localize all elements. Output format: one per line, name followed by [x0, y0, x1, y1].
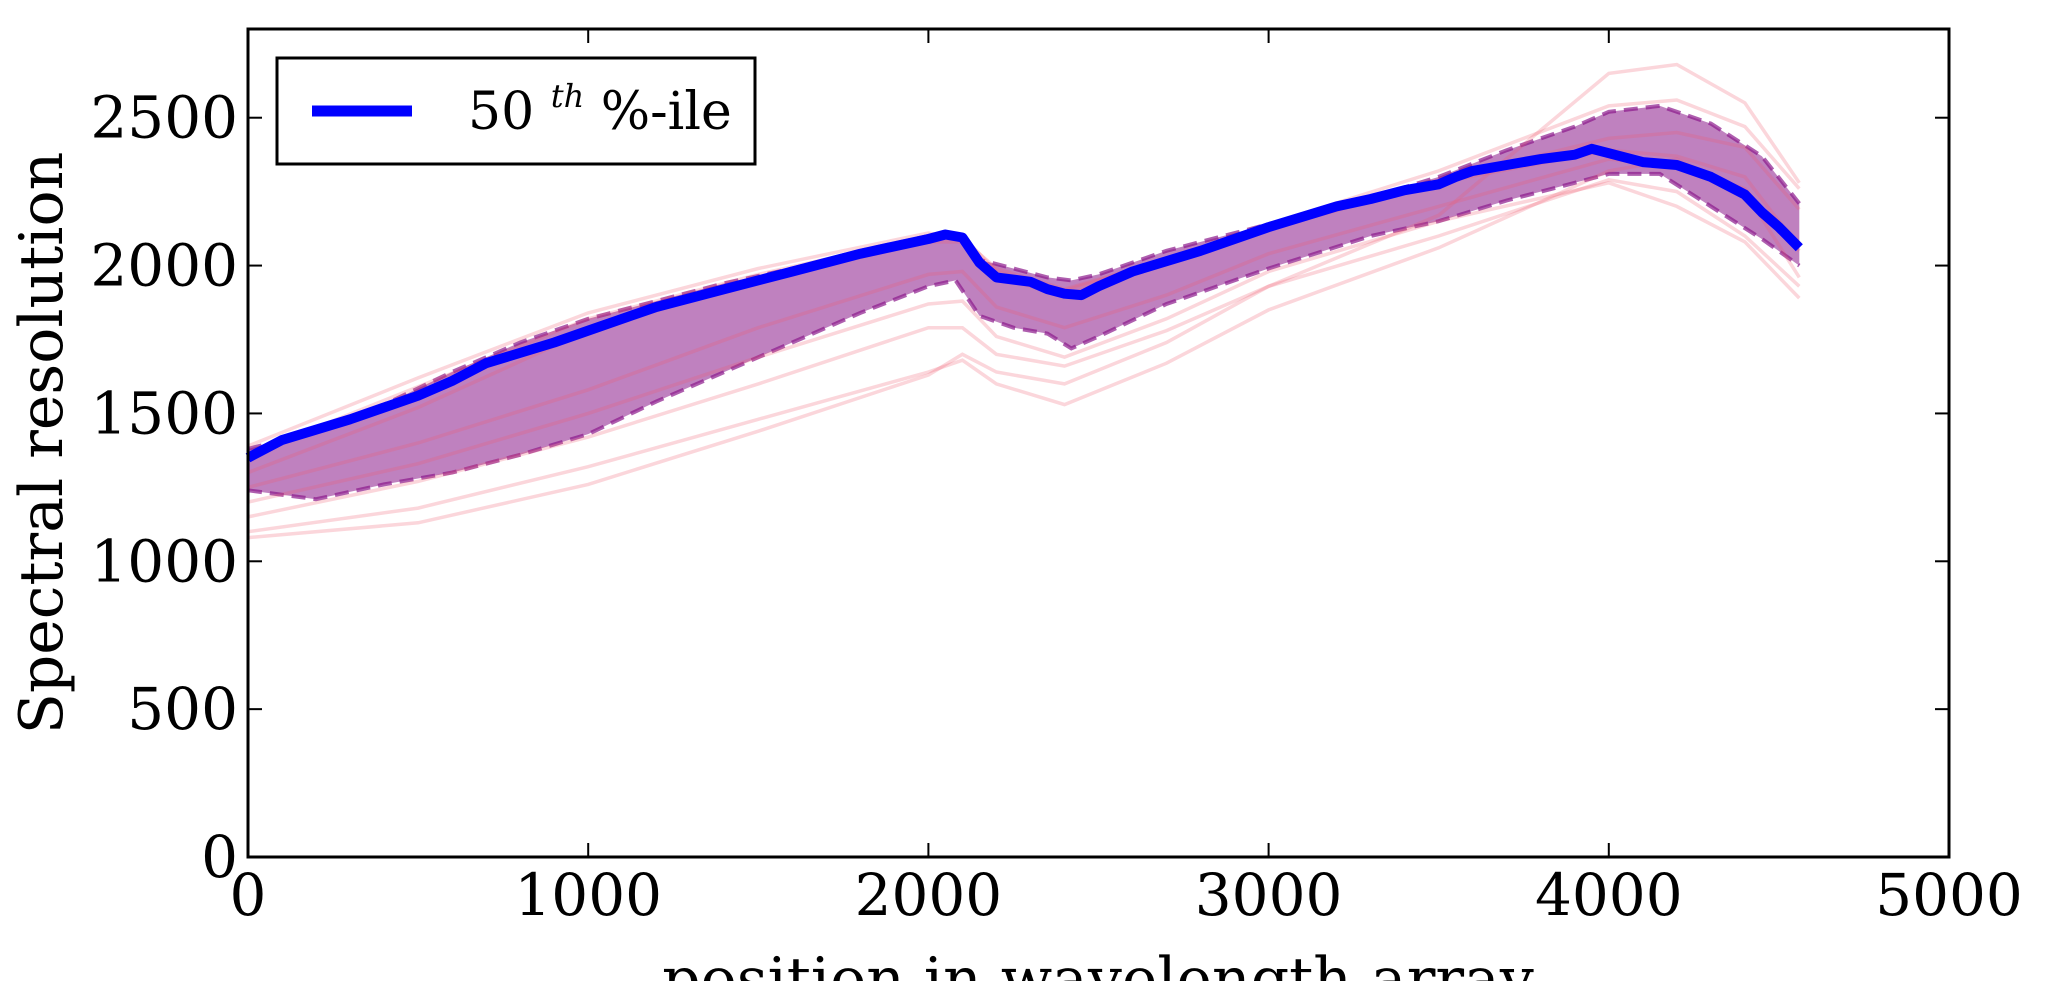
x-tick-label: 1000 [514, 861, 662, 929]
y-tick-label: 0 [201, 823, 238, 891]
percentile-band-layer [247, 103, 1801, 502]
legend-label-rest: %-ile [601, 82, 732, 142]
median-line [245, 143, 1803, 463]
plot-frame [246, 27, 1951, 859]
y-axis-label: Spectral resolution [7, 152, 77, 734]
individual-run-line-8 [247, 180, 1801, 504]
x-axis-label: position in wavelength array [662, 945, 1534, 981]
percentile-band-lower [247, 171, 1801, 502]
y-tick-label: 1000 [90, 527, 238, 595]
legend-label-superscript: th [551, 77, 584, 115]
x-tick-label: 0 [230, 861, 267, 929]
median-line-layer [245, 143, 1803, 463]
x-tick-label: 4000 [1535, 861, 1683, 929]
y-axis-ticks: 0 500 1000 1500 2000 2500 [90, 84, 1949, 891]
percentile-band-fill [248, 105, 1800, 500]
percentile-band-upper [247, 103, 1801, 451]
y-tick-label: 500 [127, 675, 238, 743]
y-tick-label: 2000 [90, 232, 238, 300]
y-tick-label: 2500 [90, 84, 238, 152]
x-tick-label: 5000 [1875, 861, 2023, 929]
legend-label-main: 50 [468, 82, 534, 142]
individual-run-line-5 [247, 178, 1801, 519]
x-tick-label: 2000 [855, 861, 1003, 929]
individual-run-line-7 [247, 62, 1801, 540]
x-tick-label: 3000 [1195, 861, 1343, 929]
y-tick-label: 1500 [90, 379, 238, 447]
legend: 50 th %-ile [275, 56, 757, 166]
legend-label-median: 50 th %-ile [468, 60, 732, 142]
x-axis-ticks: 0 1000 2000 3000 4000 5000 [230, 29, 2023, 929]
